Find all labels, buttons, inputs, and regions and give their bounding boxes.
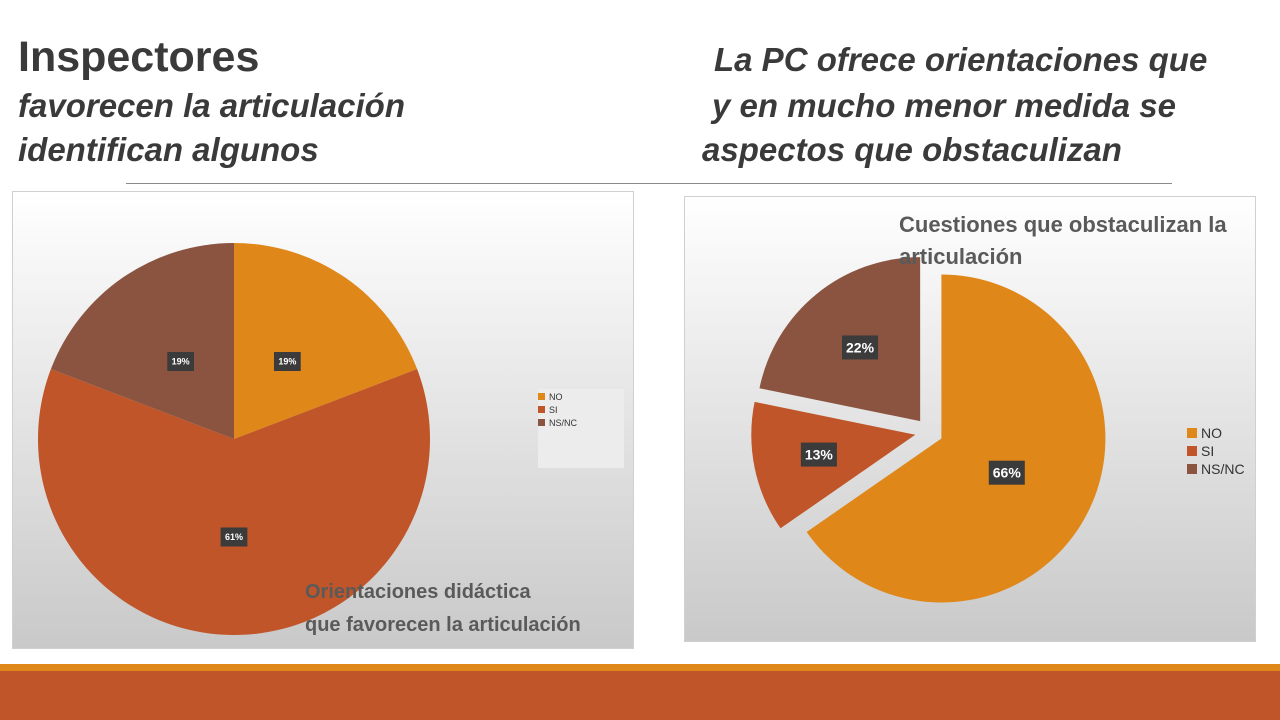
pie2-legend-swatch-si <box>1187 446 1197 456</box>
pie2-legend-swatch-no <box>1187 428 1197 438</box>
pie2-data-label: 13% <box>800 442 837 467</box>
pie1-legend-label-no: NO <box>549 392 563 402</box>
pie1-slice-no <box>234 243 418 439</box>
chart-obstaculizan-svg: 66% 13% 22% NO SI NS/NC Cuestiones que obstacu… <box>751 212 1245 603</box>
left-title-line-1: Inspectores <box>18 33 260 81</box>
pie1-data-label: 19% <box>167 352 195 372</box>
svg-text:22%: 22% <box>846 339 875 355</box>
pie2-legend-label-ns-nc: NS/NC <box>1201 461 1245 477</box>
left-title-line-3: identifican algunos <box>18 131 319 168</box>
pie2-legend-swatch-ns-nc <box>1187 464 1197 474</box>
chart-obstaculizan: 66% 13% 22% NO SI NS/NC Cuestiones que obstacu… <box>684 196 1256 642</box>
pie2-legend: NO SI NS/NC <box>1187 425 1245 477</box>
pie2-data-label: 66% <box>988 460 1025 485</box>
pie1-slice-si <box>38 369 430 635</box>
right-title-line-2: y en mucho menor medida se <box>712 87 1176 124</box>
chart-orientaciones-svg: 19% 61% 19% NO SI NS/NC Orientaciones didáctic… <box>38 243 624 636</box>
pie1-title-line: Orientaciones didáctica <box>305 581 532 603</box>
pie1-data-label: 19% <box>273 352 301 372</box>
pie1-legend-swatch-si <box>538 406 545 413</box>
svg-text:13%: 13% <box>805 447 834 463</box>
title-divider <box>126 183 1172 184</box>
pie2-title-line: articulación <box>899 244 1022 269</box>
footer-bar <box>0 671 1280 720</box>
footer-accent-bar <box>0 664 1280 671</box>
right-title-line-3: aspectos que obstaculizan <box>702 131 1122 168</box>
pie1-slice-ns-nc <box>50 243 235 439</box>
right-title-line-1: La PC ofrece orientaciones que <box>714 41 1208 78</box>
pie1-legend-label-si: SI <box>549 405 558 415</box>
svg-text:66%: 66% <box>993 465 1022 481</box>
pie1-legend: NO SI NS/NC <box>538 389 624 468</box>
pie2-slice-ns-nc <box>759 257 921 422</box>
left-title-line-2: favorecen la articulación <box>18 87 405 124</box>
pie2-title-line: Cuestiones que obstaculizan la <box>899 212 1227 237</box>
pie2-slice-no <box>806 274 1106 603</box>
pie2-legend-label-si: SI <box>1201 443 1214 459</box>
pie1-legend-swatch-no <box>538 393 545 400</box>
pie1-legend-label-ns-nc: NS/NC <box>549 418 578 428</box>
svg-text:19%: 19% <box>172 357 190 367</box>
pie2-legend-label-no: NO <box>1201 425 1222 441</box>
pie2-data-label: 22% <box>842 335 879 360</box>
svg-text:19%: 19% <box>278 357 296 367</box>
svg-text:61%: 61% <box>225 532 243 542</box>
pie1-data-label: 61% <box>220 527 248 547</box>
pie1-title-line: que favorecen la articulación <box>305 614 581 636</box>
chart-orientaciones: 19% 61% 19% NO SI NS/NC Orientaciones didáctic… <box>12 191 634 649</box>
pie1-legend-swatch-ns-nc <box>538 419 545 426</box>
